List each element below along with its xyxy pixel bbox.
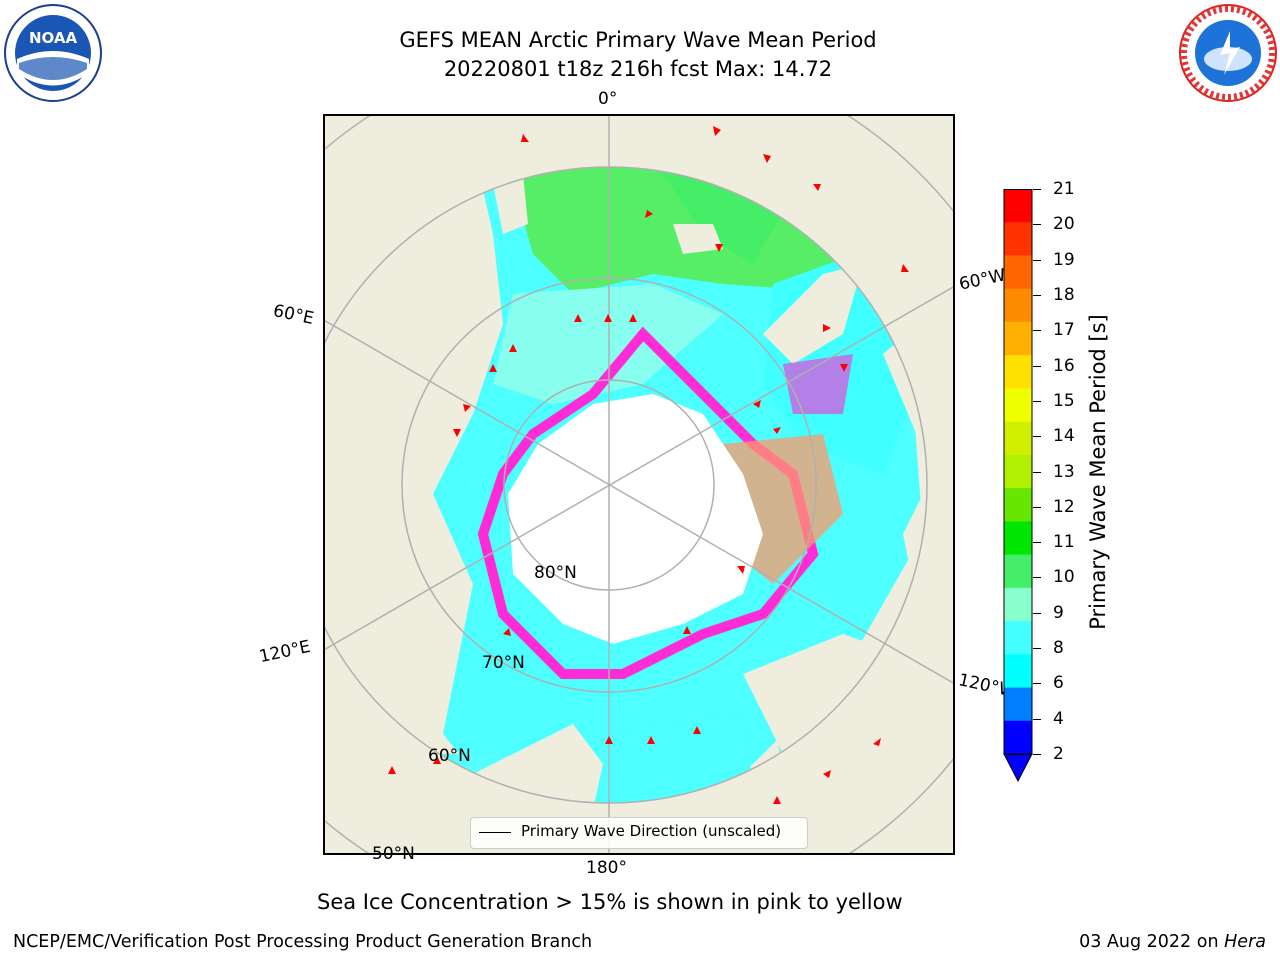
lon-label-120e: 120°E bbox=[257, 636, 313, 668]
graticule bbox=[323, 114, 955, 855]
colorbar-tick-label: 17 bbox=[1053, 320, 1075, 341]
colorbar-swatch bbox=[1004, 255, 1032, 290]
colorbar-swatch bbox=[1004, 554, 1032, 589]
nws-logo bbox=[1178, 3, 1278, 103]
colorbar-swatch bbox=[1004, 687, 1032, 722]
colorbar-swatch bbox=[1004, 621, 1032, 655]
colorbar-swatch bbox=[1004, 321, 1032, 356]
lat-label-80n: 80°N bbox=[534, 563, 577, 583]
colorbar-tick-mark bbox=[1033, 754, 1041, 755]
colorbar-tick-label: 15 bbox=[1053, 390, 1075, 411]
colorbar-tick-label: 14 bbox=[1053, 426, 1075, 447]
lon-label-60e: 60°E bbox=[271, 300, 316, 330]
colorbar-tick-mark bbox=[1033, 436, 1041, 438]
colorbar-swatch bbox=[1004, 720, 1032, 755]
colorbar-tick-mark bbox=[1033, 506, 1041, 508]
colorbar-swatch bbox=[1004, 388, 1032, 423]
map-frame bbox=[323, 114, 955, 855]
colorbar-swatch bbox=[1004, 222, 1032, 256]
sea-ice-note: Sea Ice Concentration > 15% is shown in … bbox=[317, 890, 903, 914]
colorbar-tick-mark bbox=[1033, 577, 1041, 579]
colorbar-label: Primary Wave Mean Period [s] bbox=[1086, 314, 1110, 630]
legend-label: Primary Wave Direction (unscaled) bbox=[521, 822, 782, 840]
colorbar-tick-mark bbox=[1033, 224, 1041, 226]
footer-organization: NCEP/EMC/Verification Post Processing Pr… bbox=[13, 932, 593, 952]
colorbar-tick-mark bbox=[1033, 718, 1041, 720]
colorbar-tick-mark bbox=[1033, 259, 1041, 261]
colorbar-extend-triangle bbox=[1003, 753, 1033, 783]
colorbar-tick-label: 16 bbox=[1053, 355, 1075, 376]
central-arctic bbox=[508, 394, 763, 644]
colorbar-frame bbox=[1003, 189, 1033, 755]
lat-label-60n: 60°N bbox=[428, 746, 471, 766]
colorbar-tick-label: 2 bbox=[1053, 744, 1064, 764]
footer-machine: Hera bbox=[1224, 932, 1266, 952]
sea-ice-edge bbox=[477, 326, 819, 679]
colorbar-tick-label: 8 bbox=[1053, 638, 1064, 659]
colorbar-swatch bbox=[1004, 488, 1032, 522]
colorbar-tick-mark bbox=[1033, 612, 1041, 614]
map-legend: Primary Wave Direction (unscaled) bbox=[470, 817, 808, 849]
lon-label-60w: 60°W bbox=[957, 265, 1008, 295]
lat-label-50n: 50°N bbox=[372, 844, 415, 864]
colorbar-tick-mark bbox=[1033, 294, 1041, 296]
sea-ice-patch bbox=[783, 354, 853, 414]
colorbar-swatch bbox=[1004, 288, 1032, 323]
wave-direction-arrows bbox=[388, 126, 909, 804]
colorbar-tick-mark bbox=[1033, 471, 1041, 473]
colorbar-tick-label: 19 bbox=[1053, 249, 1075, 270]
lon-label-180: 180° bbox=[586, 858, 627, 878]
colorbar-swatch bbox=[1004, 587, 1032, 622]
footer-date: 03 Aug 2022 on Hera bbox=[1079, 932, 1266, 952]
colorbar-tick-label: 10 bbox=[1053, 567, 1075, 588]
colorbar bbox=[1003, 189, 1033, 783]
colorbar-tick-mark bbox=[1033, 189, 1041, 190]
colorbar-tick-label: 21 bbox=[1053, 179, 1075, 199]
chart-title: GEFS MEAN Arctic Primary Wave Mean Perio… bbox=[318, 26, 958, 84]
colorbar-swatch bbox=[1004, 189, 1032, 223]
colorbar-tick-mark bbox=[1033, 648, 1041, 650]
colorbar-tick-label: 20 bbox=[1053, 214, 1075, 235]
colorbar-tick-mark bbox=[1033, 400, 1041, 402]
colorbar-tick-label: 12 bbox=[1053, 496, 1075, 517]
colorbar-tick-mark bbox=[1033, 683, 1041, 685]
colorbar-swatch bbox=[1004, 454, 1032, 489]
title-line-2: 20220801 t18z 216h fcst Max: 14.72 bbox=[443, 57, 833, 81]
lat-label-70n: 70°N bbox=[482, 653, 525, 673]
legend-line-icon bbox=[479, 832, 511, 833]
noaa-logo-text: NOAA bbox=[29, 29, 78, 47]
colorbar-tick-label: 4 bbox=[1053, 708, 1064, 729]
polar-map bbox=[323, 114, 955, 855]
colorbar-tick-mark bbox=[1033, 365, 1041, 367]
noaa-logo: NOAA bbox=[3, 3, 103, 103]
title-line-1: GEFS MEAN Arctic Primary Wave Mean Perio… bbox=[399, 28, 877, 52]
colorbar-swatch bbox=[1004, 421, 1032, 456]
colorbar-swatch bbox=[1004, 654, 1032, 689]
lon-label-0: 0° bbox=[598, 89, 618, 109]
colorbar-tick-label: 9 bbox=[1053, 602, 1064, 623]
colorbar-swatch bbox=[1004, 355, 1032, 389]
colorbar-swatch bbox=[1004, 521, 1032, 556]
colorbar-tick-mark bbox=[1033, 330, 1041, 332]
colorbar-tick-label: 18 bbox=[1053, 284, 1075, 305]
colorbar-tick-label: 13 bbox=[1053, 461, 1075, 482]
colorbar-tick-label: 11 bbox=[1053, 532, 1075, 553]
colorbar-tick-label: 6 bbox=[1053, 673, 1064, 694]
footer-date-text: 03 Aug 2022 on bbox=[1079, 932, 1219, 952]
colorbar-tick-mark bbox=[1033, 542, 1041, 544]
